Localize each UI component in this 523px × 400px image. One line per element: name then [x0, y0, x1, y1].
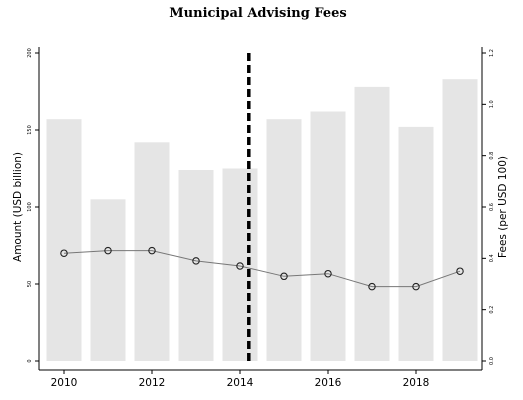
- fee-point-2011: [104, 246, 112, 255]
- y-right-tick-label-1.2: 1.2: [489, 49, 495, 57]
- y-axis-left-ticks: 0 50 100 150 200: [27, 48, 39, 363]
- bar-2017: [354, 86, 390, 362]
- y-axis-right-label: Fees (per USD 100): [497, 156, 509, 258]
- y-right-tick-label-0.4: 0.4: [489, 254, 495, 262]
- fee-points: [60, 246, 464, 291]
- y-left-tick-label-150: 150: [27, 125, 33, 135]
- bar-2012: [134, 142, 170, 361]
- fee-point-2013: [192, 257, 200, 265]
- y-left-tick-label-100: 100: [27, 202, 33, 212]
- y-right-tick-label-0.6: 0.6: [489, 203, 495, 211]
- x-tick-label-2016: 2016: [315, 377, 342, 389]
- fee-point-2018: [412, 282, 420, 291]
- bar-2018: [398, 126, 434, 362]
- fee-point-2015: [280, 272, 288, 281]
- axes: [38, 47, 483, 371]
- y-left-tick-label-50: 50: [27, 281, 33, 287]
- fee-point-2016: [324, 269, 332, 278]
- bar-2010: [46, 119, 82, 361]
- fee-point-2019: [456, 267, 464, 275]
- bar-2019: [442, 79, 478, 361]
- y-axis-left-label: Amount (USD billion): [12, 152, 24, 262]
- x-tick-label-2010: 2010: [51, 377, 78, 389]
- fee-point-2010: [60, 249, 68, 257]
- x-tick-label-2018: 2018: [403, 377, 430, 389]
- bar-2013: [178, 170, 214, 361]
- y-right-tick-label-0.0: 0.0: [489, 357, 495, 365]
- y-left-tick-label-200: 200: [27, 48, 33, 58]
- y-left-tick-label-0: 0: [27, 359, 33, 362]
- bar-2015: [266, 119, 302, 361]
- y-axis-right-ticks: 0.0 0.2 0.4 0.6 0.8 1.0 1.2: [482, 49, 495, 365]
- y-right-tick-label-1.0: 1.0: [489, 100, 495, 108]
- y-right-tick-label-0.8: 0.8: [489, 152, 495, 160]
- bar-2016: [310, 111, 346, 361]
- x-tick-label-2012: 2012: [139, 377, 166, 389]
- x-tick-label-2014: 2014: [227, 377, 254, 389]
- bar-series: [46, 79, 478, 362]
- chart-title: Municipal Advising Fees: [169, 6, 346, 21]
- fee-line-series: [63, 250, 461, 288]
- bar-2011: [90, 199, 126, 361]
- fee-point-2014: [236, 262, 244, 270]
- y-right-tick-label-0.2: 0.2: [489, 306, 495, 314]
- fee-point-2012: [148, 246, 156, 255]
- x-axis-ticks: 2010 2012 2014 2016 2018: [51, 370, 430, 389]
- fee-line: [63, 250, 461, 288]
- fee-point-2017: [368, 282, 376, 291]
